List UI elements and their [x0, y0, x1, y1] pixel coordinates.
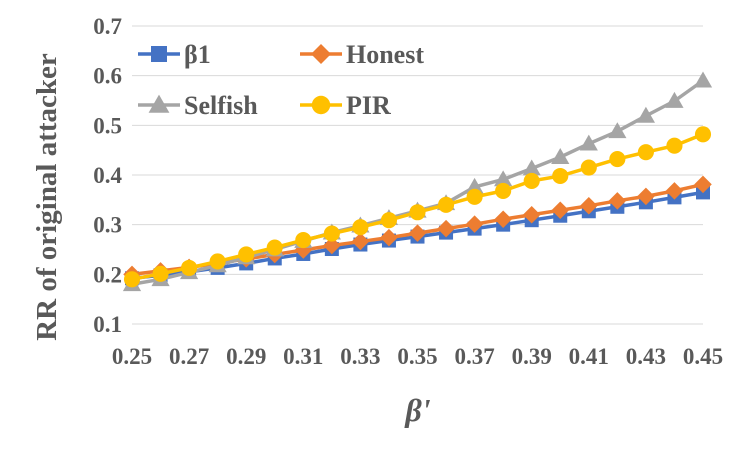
- data-point: [380, 228, 398, 247]
- legend-item: β1: [138, 40, 211, 69]
- data-point: [637, 187, 655, 206]
- data-point: [608, 192, 627, 210]
- data-point: [579, 134, 598, 151]
- data-point: [123, 271, 141, 288]
- series-pir: [123, 126, 712, 288]
- data-point: [465, 177, 484, 194]
- y-tick-label: 0.4: [93, 163, 122, 188]
- data-point: [637, 144, 654, 161]
- legend-item: Honest: [300, 40, 424, 69]
- x-tick-label: 0.27: [169, 344, 209, 369]
- x-tick-label: 0.33: [340, 344, 380, 369]
- data-point: [209, 253, 226, 270]
- gridlines: [132, 25, 703, 325]
- x-tick-label: 0.25: [112, 344, 152, 369]
- legend-marker: [148, 94, 170, 113]
- x-tick-label: 0.43: [626, 344, 666, 369]
- legend-marker: [311, 95, 331, 115]
- data-point: [580, 159, 597, 176]
- data-point: [580, 197, 598, 215]
- legend-marker: [151, 46, 167, 62]
- legend-label: Honest: [346, 40, 424, 69]
- data-point: [438, 196, 455, 213]
- series-layer: [122, 71, 713, 292]
- data-point: [636, 106, 655, 123]
- data-point: [408, 224, 427, 242]
- legend-label: β1: [184, 40, 211, 69]
- data-point: [693, 71, 713, 88]
- data-point: [437, 219, 455, 238]
- y-axis-title: RR of original attacker: [31, 53, 63, 341]
- x-tick-label: 0.37: [454, 344, 494, 369]
- data-point: [665, 91, 684, 108]
- legend-item: Selfish: [138, 91, 258, 120]
- data-point: [380, 212, 398, 229]
- data-point: [466, 188, 483, 205]
- x-tick-label: 0.35: [397, 344, 437, 369]
- x-tick-label: 0.31: [283, 344, 323, 369]
- data-point: [552, 167, 569, 185]
- x-tick-label: 0.39: [512, 344, 552, 369]
- data-point: [666, 137, 683, 154]
- data-point: [494, 170, 513, 187]
- data-point: [694, 175, 712, 194]
- legend-label: PIR: [346, 91, 391, 120]
- y-tick-label: 0.3: [93, 213, 122, 238]
- legend-item: PIR: [300, 91, 391, 120]
- x-tick-label: 0.29: [226, 344, 266, 369]
- data-point: [665, 182, 684, 200]
- legend-marker: [311, 44, 331, 64]
- data-point: [238, 246, 255, 263]
- data-point: [351, 232, 370, 251]
- y-tick-label: 0.5: [93, 113, 122, 138]
- legend: β1 Honest Selfish PIR: [138, 40, 424, 120]
- y-axis-ticks: 0.1 0.2 0.3 0.4 0.5 0.6 0.7: [93, 14, 122, 337]
- data-point: [523, 172, 540, 190]
- data-point: [152, 265, 169, 282]
- y-tick-label: 0.1: [93, 312, 122, 337]
- data-point: [551, 201, 569, 220]
- x-tick-label: 0.45: [683, 344, 723, 369]
- data-point: [465, 215, 484, 233]
- data-point: [323, 236, 341, 255]
- legend-label: Selfish: [184, 91, 258, 120]
- x-axis-title: β': [404, 392, 430, 428]
- x-axis-ticks: 0.25 0.27 0.29 0.31 0.33 0.35 0.37 0.39 0.41 0.43…: [112, 344, 723, 369]
- data-point: [409, 204, 426, 221]
- data-point: [494, 210, 512, 228]
- data-point: [522, 205, 541, 224]
- data-point: [522, 159, 541, 176]
- y-tick-label: 0.2: [93, 262, 122, 287]
- x-tick-label: 0.41: [569, 344, 609, 369]
- data-point: [323, 225, 340, 242]
- data-point: [495, 182, 512, 199]
- data-point: [609, 151, 626, 168]
- y-tick-label: 0.7: [93, 14, 122, 39]
- data-point: [295, 232, 312, 249]
- data-point: [608, 122, 627, 139]
- y-tick-label: 0.6: [93, 64, 122, 89]
- data-point: [551, 148, 570, 164]
- data-point: [266, 239, 283, 256]
- data-point: [352, 219, 369, 236]
- data-point: [181, 259, 198, 276]
- data-point: [694, 126, 712, 143]
